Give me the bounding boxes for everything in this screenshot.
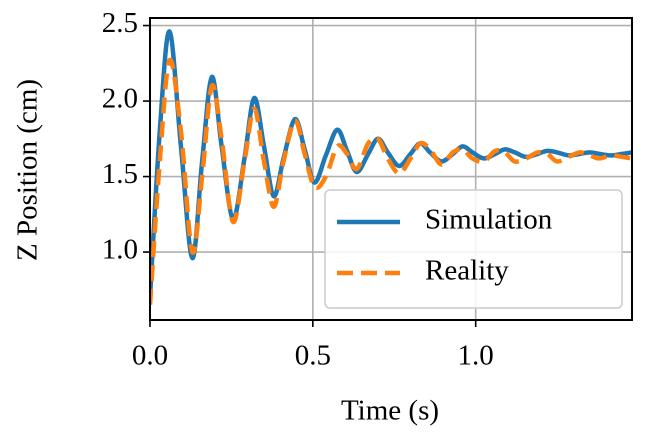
x-axis-label: Time (s): [341, 395, 439, 427]
y-tick-label: 2.0: [102, 83, 138, 115]
y-tick-label: 1.5: [102, 158, 138, 190]
y-axis-label: Z Position (cm): [12, 79, 44, 261]
x-tick-label: 1.0: [458, 340, 494, 372]
legend-box: [324, 189, 623, 309]
series-line: [150, 57, 632, 306]
x-tick-label: 0.5: [295, 340, 331, 372]
y-tick-label: 1.0: [102, 234, 138, 266]
legend-label: Simulation: [425, 204, 553, 236]
legend-label: Reality: [425, 255, 509, 287]
x-tick-label: 0.0: [132, 340, 168, 372]
y-tick-label: 2.5: [102, 7, 138, 39]
plot-frame: [149, 17, 633, 321]
